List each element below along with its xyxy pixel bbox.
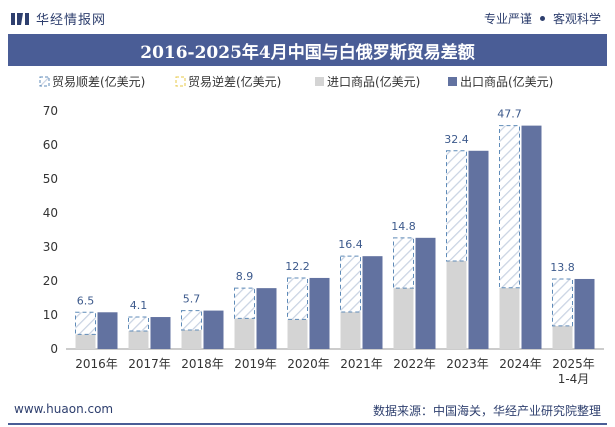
export-bar (574, 278, 595, 349)
y-tick-label: 50 (43, 172, 58, 186)
legend-swatch (315, 77, 324, 86)
surplus-bar (446, 150, 467, 262)
x-tick-label: 2016年 (75, 357, 118, 371)
chart-bars (75, 125, 595, 349)
surplus-bar (181, 310, 202, 331)
import-bar (128, 330, 149, 349)
x-tick-label: 2018年 (181, 357, 224, 371)
huajing-logo-icon (11, 12, 29, 25)
tagline: 专业严谨 客观科学 (484, 10, 601, 27)
legend-item: 出口商品(亿美元) (448, 74, 553, 89)
legend-label: 贸易顺差(亿美元) (52, 74, 145, 89)
import-bar (287, 319, 308, 349)
chart-title-bar: 2016-2025年4月中国与白俄罗斯贸易差额 (8, 34, 607, 66)
import-bar (446, 260, 467, 349)
surplus-bar (393, 237, 414, 289)
x-tick-label: 2019年 (234, 357, 277, 371)
surplus-bar (499, 125, 520, 289)
surplus-bar (552, 278, 573, 327)
footer: www.huaon.com 数据来源：中国海关，华经产业研究院整理 (0, 396, 615, 427)
legend-swatch (39, 76, 50, 87)
x-tick-label: 2024年 (499, 357, 542, 371)
legend-label: 进口商品(亿美元) (327, 74, 420, 89)
x-tick-label: 2017年 (128, 357, 171, 371)
surplus-value-label: 6.5 (77, 294, 95, 307)
surplus-value-label: 5.7 (183, 293, 201, 306)
export-bar (415, 237, 436, 349)
footer-divider (8, 423, 607, 425)
surplus-value-label: 47.7 (497, 108, 522, 121)
surplus-value-label: 32.4 (444, 133, 469, 146)
x-tick-label: 2021年 (340, 357, 383, 371)
surplus-value-label: 4.1 (130, 299, 148, 312)
export-bar (309, 277, 330, 349)
y-tick-label: 20 (43, 274, 58, 288)
surplus-bar (287, 277, 308, 320)
chart-title: 2016-2025年4月中国与白俄罗斯贸易差额 (140, 42, 475, 63)
export-bar (256, 288, 277, 349)
legend-item: 进口商品(亿美元) (315, 74, 420, 89)
surplus-value-label: 13.8 (550, 261, 575, 274)
surplus-value-label: 8.9 (236, 270, 254, 283)
export-bar (521, 125, 542, 349)
y-tick-label: 0 (50, 342, 58, 356)
legend-item: 贸易顺差(亿美元) (39, 74, 145, 89)
import-bar (340, 311, 361, 349)
import-bar (499, 287, 520, 349)
import-bar (234, 318, 255, 349)
surplus-bar (128, 316, 149, 332)
y-tick-label: 10 (43, 308, 58, 322)
top-bar: 华经情报网 专业严谨 客观科学 (0, 0, 615, 34)
chart-value-labels: 6.5 4.1 5.7 8.9 12.2 16.4 14.8 32.4 47.7 13.8 (77, 108, 575, 312)
chart-axes: 0 10 20 30 40 50 60 70 2016年 2017年 2018年 2019年 2020年… (43, 104, 604, 386)
surplus-value-label: 12.2 (285, 260, 310, 273)
x-tick-label: 2025年 1-4月 (552, 357, 595, 386)
surplus-bar (234, 287, 255, 319)
x-tick-label: 2023年 (446, 357, 489, 371)
surplus-value-label: 16.4 (338, 238, 363, 251)
legend-label: 贸易逆差(亿美元) (188, 74, 281, 89)
legend-swatch (175, 76, 186, 87)
bar-chart: 贸易顺差(亿美元) 贸易逆差(亿美元) 进口商品(亿美元) 出口商品(亿美元) 0 10… (39, 74, 604, 386)
x-tick-label: 2022年 (393, 357, 436, 371)
chart-legend: 贸易顺差(亿美元) 贸易逆差(亿美元) 进口商品(亿美元) 出口商品(亿美元) (39, 74, 553, 89)
export-bar (97, 312, 118, 349)
export-bar (150, 317, 171, 349)
y-tick-label: 30 (43, 240, 58, 254)
export-bar (362, 256, 383, 349)
import-bar (75, 334, 96, 349)
brand-name: 华经情报网 (36, 13, 107, 28)
surplus-bar (340, 255, 361, 313)
legend-label: 出口商品(亿美元) (460, 74, 553, 89)
tagline-dot-icon (539, 16, 545, 21)
brand[interactable]: 华经情报网 (10, 9, 106, 28)
import-bar (181, 329, 202, 349)
legend-swatch (448, 77, 457, 86)
legend-item: 贸易逆差(亿美元) (175, 74, 281, 89)
x-tick-label: 2020年 (287, 357, 330, 371)
export-bar (203, 310, 224, 349)
tagline-left: 专业严谨 (483, 12, 532, 26)
footer-website-link[interactable]: www.huaon.com (14, 402, 114, 416)
y-tick-label: 70 (43, 104, 58, 118)
import-bar (552, 325, 573, 349)
tagline-right: 客观科学 (552, 12, 601, 26)
import-bar (393, 288, 414, 349)
export-bar (468, 150, 489, 349)
surplus-value-label: 14.8 (391, 220, 416, 233)
surplus-bar (75, 311, 96, 335)
y-tick-label: 40 (43, 206, 58, 220)
footer-source: 数据来源：中国海关，华经产业研究院整理 (372, 404, 601, 418)
y-tick-label: 60 (43, 138, 58, 152)
